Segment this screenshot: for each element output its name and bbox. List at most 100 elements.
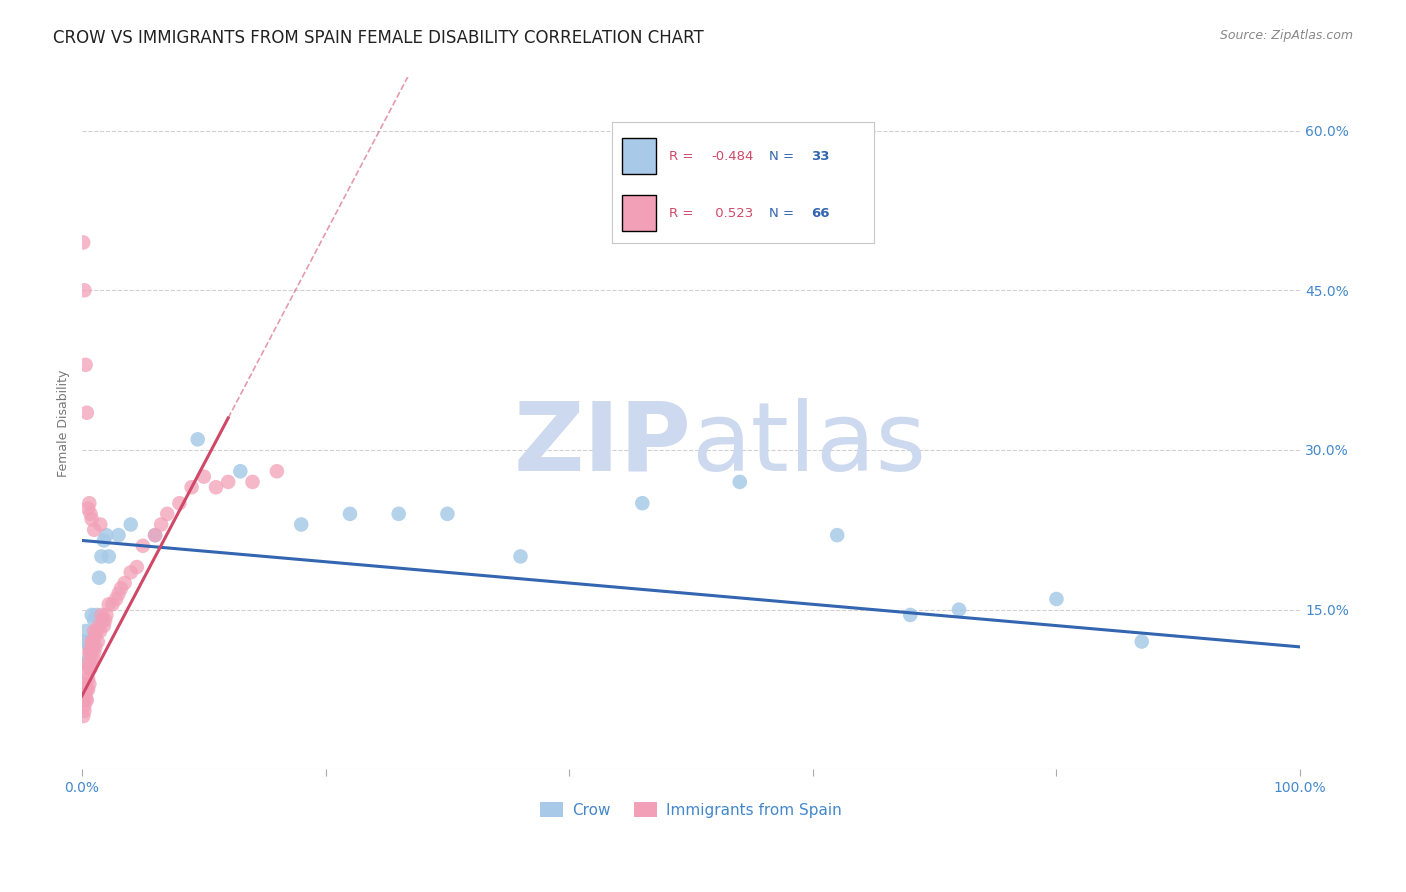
Point xyxy=(89,624,111,638)
Point xyxy=(825,528,848,542)
Point xyxy=(87,634,110,648)
Point xyxy=(132,539,155,553)
Point xyxy=(83,624,105,638)
Point xyxy=(79,496,101,510)
Point xyxy=(242,475,264,489)
Point xyxy=(76,666,98,681)
Legend: Crow, Immigrants from Spain: Crow, Immigrants from Spain xyxy=(534,796,848,824)
Point xyxy=(193,469,215,483)
Point xyxy=(75,677,97,691)
Point xyxy=(96,607,118,622)
Point xyxy=(143,528,166,542)
Point xyxy=(86,624,108,638)
Point xyxy=(93,533,115,548)
Point xyxy=(87,571,110,585)
Point xyxy=(72,693,94,707)
Point xyxy=(86,607,108,622)
Point xyxy=(76,406,98,420)
Point xyxy=(77,656,100,670)
Point xyxy=(107,587,129,601)
Text: atlas: atlas xyxy=(690,398,927,491)
Point xyxy=(187,433,209,447)
Point xyxy=(80,640,103,654)
Point xyxy=(79,661,101,675)
Point xyxy=(79,640,101,654)
Point xyxy=(169,496,191,510)
Point xyxy=(80,656,103,670)
Point xyxy=(1045,592,1067,607)
Point xyxy=(266,464,288,478)
Point xyxy=(90,549,112,564)
Point xyxy=(75,688,97,702)
Point xyxy=(90,607,112,622)
Point xyxy=(205,480,228,494)
Point xyxy=(948,602,970,616)
Point xyxy=(75,358,97,372)
Text: Source: ZipAtlas.com: Source: ZipAtlas.com xyxy=(1219,29,1353,42)
Point xyxy=(79,645,101,659)
Point xyxy=(79,650,101,665)
Point xyxy=(107,528,129,542)
Point xyxy=(73,704,96,718)
Point xyxy=(509,549,531,564)
Point xyxy=(229,464,252,478)
Point xyxy=(84,629,107,643)
Point xyxy=(97,597,120,611)
Point xyxy=(76,656,98,670)
Point xyxy=(73,682,96,697)
Point xyxy=(79,677,101,691)
Point xyxy=(73,283,96,297)
Point xyxy=(388,507,411,521)
Point xyxy=(120,566,142,580)
Point xyxy=(143,528,166,542)
Y-axis label: Female Disability: Female Disability xyxy=(58,369,70,477)
Text: ZIP: ZIP xyxy=(513,398,690,491)
Point xyxy=(84,640,107,654)
Point xyxy=(77,672,100,686)
Point xyxy=(72,709,94,723)
Point xyxy=(83,523,105,537)
Point xyxy=(76,693,98,707)
Point xyxy=(77,682,100,697)
Point xyxy=(75,624,97,638)
Point xyxy=(96,528,118,542)
Point xyxy=(82,640,104,654)
Point xyxy=(77,634,100,648)
Point xyxy=(217,475,239,489)
Point xyxy=(87,618,110,632)
Point xyxy=(79,640,101,654)
Point xyxy=(75,693,97,707)
Point xyxy=(339,507,361,521)
Point xyxy=(77,501,100,516)
Point xyxy=(110,582,132,596)
Point xyxy=(156,507,179,521)
Point xyxy=(150,517,173,532)
Point xyxy=(728,475,751,489)
Point xyxy=(72,235,94,250)
Point xyxy=(80,607,103,622)
Point xyxy=(89,517,111,532)
Point xyxy=(898,607,921,622)
Point xyxy=(80,512,103,526)
Point xyxy=(114,576,136,591)
Point xyxy=(82,650,104,665)
Point xyxy=(73,634,96,648)
Point xyxy=(94,613,117,627)
Point xyxy=(101,597,124,611)
Point xyxy=(1130,634,1153,648)
Point xyxy=(436,507,458,521)
Point xyxy=(73,698,96,713)
Point xyxy=(83,645,105,659)
Point xyxy=(631,496,654,510)
Point xyxy=(76,682,98,697)
Point xyxy=(91,613,114,627)
Text: CROW VS IMMIGRANTS FROM SPAIN FEMALE DISABILITY CORRELATION CHART: CROW VS IMMIGRANTS FROM SPAIN FEMALE DIS… xyxy=(53,29,704,46)
Point xyxy=(97,549,120,564)
Point xyxy=(93,618,115,632)
Point xyxy=(80,634,103,648)
Point xyxy=(105,592,128,607)
Point xyxy=(82,634,104,648)
Point xyxy=(79,661,101,675)
Point xyxy=(290,517,312,532)
Point xyxy=(120,517,142,532)
